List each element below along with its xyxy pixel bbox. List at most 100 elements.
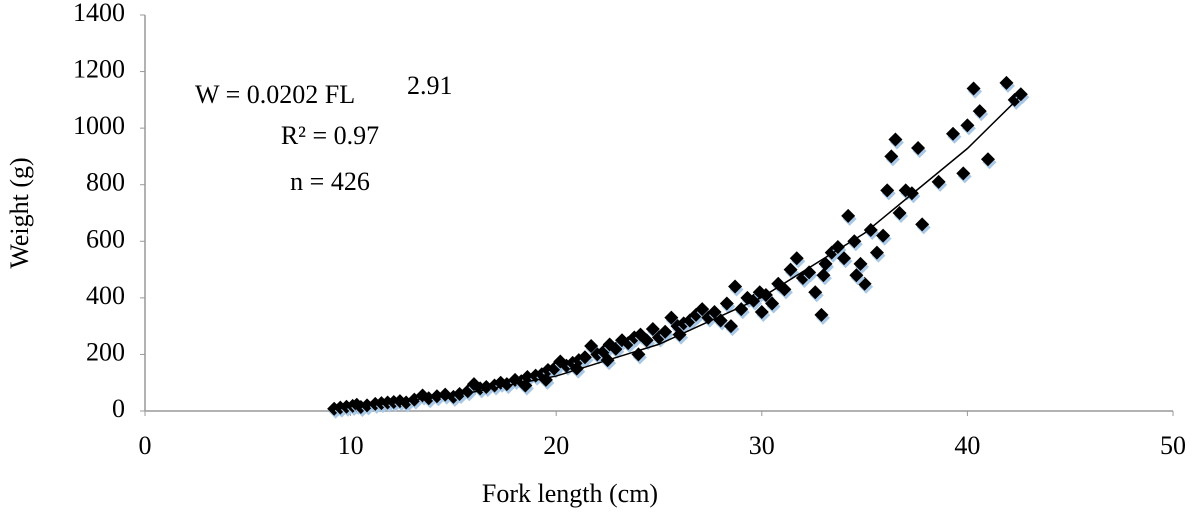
point-marker — [639, 333, 654, 348]
point-marker — [931, 174, 946, 189]
point — [808, 285, 824, 303]
x-tick-label: 0 — [139, 431, 152, 460]
point — [876, 228, 892, 246]
point-marker — [956, 166, 971, 181]
point-marker — [888, 132, 903, 147]
x-tick-label: 30 — [749, 431, 775, 460]
point-marker — [946, 126, 961, 141]
x-tick-label: 50 — [1160, 431, 1186, 460]
point — [1013, 87, 1030, 105]
point-marker — [584, 338, 599, 353]
point-marker — [719, 296, 734, 311]
point-marker — [658, 324, 673, 339]
point-marker — [884, 149, 899, 164]
point-marker — [808, 285, 823, 300]
point — [884, 149, 900, 167]
trendline — [329, 97, 1020, 409]
point-marker — [849, 268, 864, 283]
point — [841, 208, 857, 226]
point-marker — [664, 310, 679, 325]
point — [664, 310, 680, 328]
point — [888, 132, 904, 150]
y-tick-label: 1400 — [73, 0, 125, 27]
point — [966, 81, 983, 99]
y-tick-label: 400 — [86, 281, 125, 310]
point-marker — [499, 377, 514, 392]
point — [946, 126, 962, 144]
point-marker — [816, 268, 831, 283]
point — [765, 296, 781, 314]
point-marker — [966, 81, 981, 96]
point-marker — [569, 361, 584, 376]
point-marker — [789, 251, 804, 266]
point-marker — [915, 217, 930, 232]
point — [869, 245, 886, 263]
y-tick-label: 0 — [112, 394, 125, 423]
point — [915, 217, 931, 235]
point-marker — [911, 140, 926, 155]
point — [816, 268, 832, 286]
y-tick-label: 600 — [86, 224, 125, 253]
point-marker — [1013, 87, 1028, 102]
point-marker — [814, 307, 829, 322]
point — [814, 307, 830, 325]
y-tick-label: 200 — [86, 337, 125, 366]
point — [499, 377, 516, 395]
point — [802, 265, 818, 283]
y-axis-title: Weight (g) — [5, 157, 34, 268]
x-tick-label: 40 — [954, 431, 980, 460]
point-marker — [707, 305, 722, 319]
point — [789, 251, 806, 269]
point-marker — [830, 239, 845, 254]
point-marker — [783, 262, 798, 277]
x-axis-title: Fork length (cm) — [482, 479, 658, 508]
point-marker — [999, 75, 1014, 90]
point-marker — [869, 245, 884, 260]
point — [719, 296, 736, 314]
point-marker — [876, 228, 891, 243]
x-tick-label: 10 — [338, 431, 364, 460]
point — [999, 75, 1015, 93]
sample-size: n = 426 — [290, 167, 370, 196]
point-marker — [841, 208, 856, 223]
y-tick-label: 1200 — [73, 55, 125, 84]
point — [728, 279, 744, 297]
equation: W = 0.0202 FL — [195, 80, 355, 109]
point-marker — [754, 305, 769, 319]
point-marker — [837, 251, 852, 266]
point-marker — [728, 279, 743, 294]
point-marker — [802, 265, 817, 280]
point-marker — [538, 372, 553, 387]
point-marker — [765, 296, 780, 311]
point — [972, 104, 989, 122]
point — [960, 118, 976, 136]
point — [538, 372, 555, 390]
point — [754, 305, 771, 322]
point-marker — [863, 222, 878, 237]
r-squared: R² = 0.97 — [281, 121, 379, 150]
point — [577, 350, 594, 368]
equation-exponent: 2.91 — [407, 71, 453, 100]
point — [931, 174, 948, 192]
point-marker — [577, 350, 592, 365]
y-tick-label: 1000 — [73, 111, 125, 140]
point-marker — [880, 183, 895, 198]
point — [911, 140, 927, 158]
point — [880, 183, 896, 201]
point — [980, 152, 997, 170]
point-marker — [853, 256, 868, 271]
point — [892, 206, 909, 223]
point — [837, 251, 853, 269]
point-marker — [892, 206, 907, 220]
point — [849, 268, 865, 286]
point-marker — [980, 152, 995, 167]
point — [723, 319, 740, 337]
y-tick-label: 800 — [86, 168, 125, 197]
x-tick-label: 20 — [543, 431, 569, 460]
point-marker — [723, 319, 738, 334]
point-marker — [645, 321, 660, 336]
point-marker — [960, 118, 975, 133]
point-marker — [695, 302, 710, 317]
point — [956, 166, 972, 184]
